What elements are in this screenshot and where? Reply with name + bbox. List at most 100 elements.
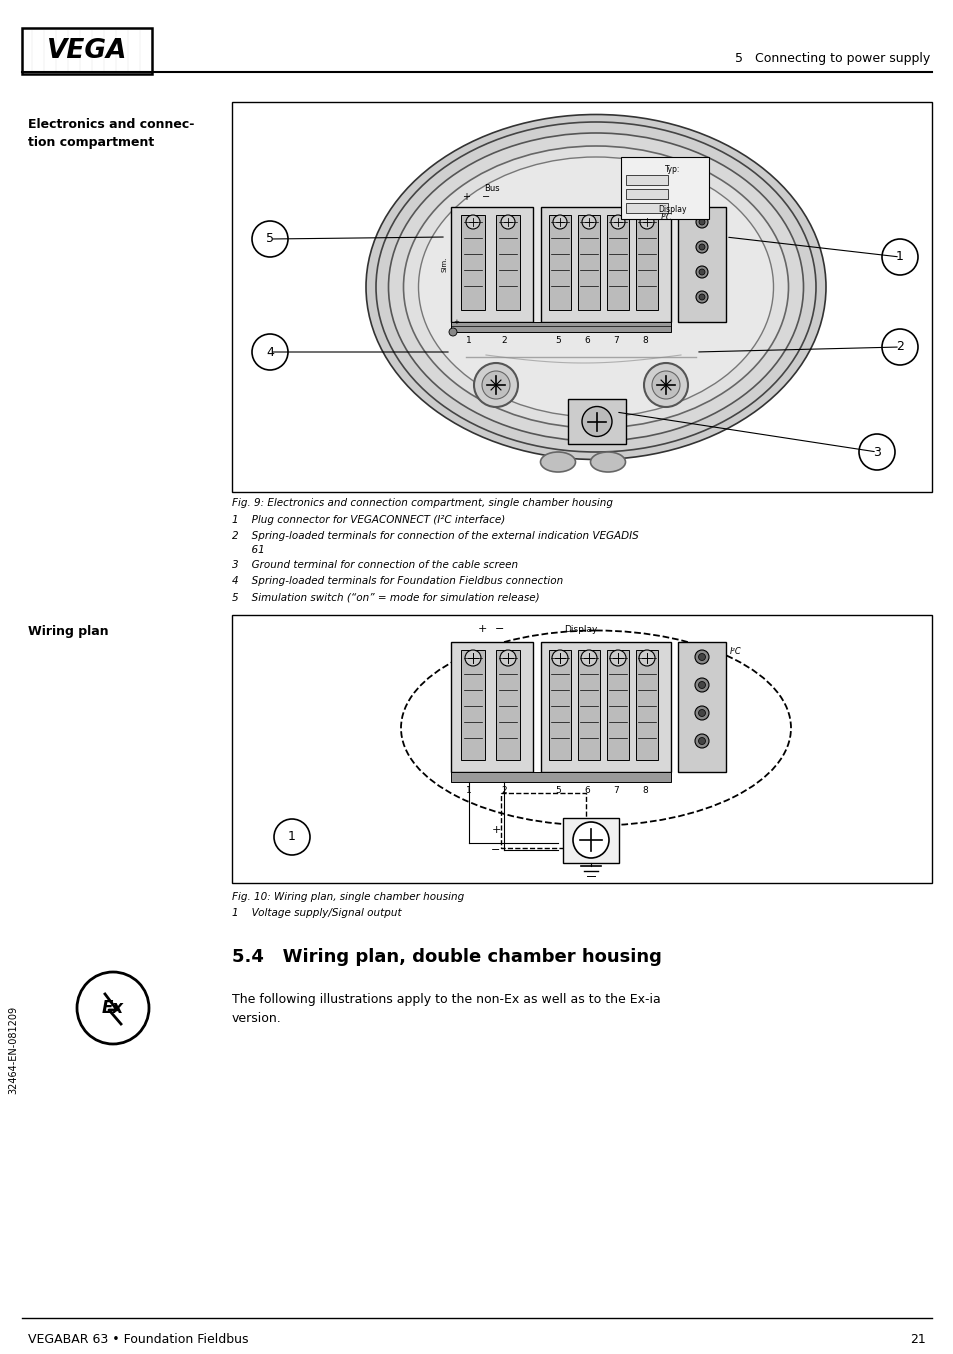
Circle shape <box>696 241 707 253</box>
Bar <box>606 215 628 310</box>
Circle shape <box>481 371 510 399</box>
Ellipse shape <box>590 452 625 473</box>
Bar <box>567 399 625 444</box>
Text: 5: 5 <box>555 336 560 345</box>
Bar <box>451 207 533 322</box>
Ellipse shape <box>403 146 788 428</box>
Text: Ex: Ex <box>102 999 124 1017</box>
Text: version.: version. <box>232 1011 281 1025</box>
Text: 5.4   Wiring plan, double chamber housing: 5.4 Wiring plan, double chamber housing <box>232 948 661 965</box>
Text: 61: 61 <box>232 546 265 555</box>
Circle shape <box>580 650 597 666</box>
Bar <box>678 207 725 322</box>
Text: I²C: I²C <box>729 647 741 655</box>
Text: tion compartment: tion compartment <box>28 135 154 149</box>
Text: 2: 2 <box>500 787 506 795</box>
Circle shape <box>882 329 917 366</box>
Bar <box>625 190 667 199</box>
Circle shape <box>643 363 687 408</box>
Text: 32464-EN-081209: 32464-EN-081209 <box>8 1006 18 1094</box>
Circle shape <box>882 240 917 275</box>
Bar <box>606 650 628 760</box>
Bar <box>548 650 571 760</box>
Text: −: − <box>491 845 500 854</box>
Text: 2: 2 <box>500 336 506 345</box>
Text: 1: 1 <box>466 336 472 345</box>
Text: 6: 6 <box>583 787 589 795</box>
Circle shape <box>639 215 654 229</box>
Bar <box>540 207 670 322</box>
Text: 1: 1 <box>895 250 903 264</box>
Circle shape <box>699 294 704 301</box>
Text: Typ:: Typ: <box>664 165 680 175</box>
Text: 1: 1 <box>466 787 472 795</box>
Circle shape <box>698 681 705 688</box>
Text: Display: Display <box>564 626 598 634</box>
FancyBboxPatch shape <box>22 28 152 74</box>
Text: 8: 8 <box>641 787 647 795</box>
Bar <box>578 215 599 310</box>
Bar <box>562 818 618 862</box>
Text: 21: 21 <box>909 1332 925 1346</box>
Text: 1    Voltage supply/Signal output: 1 Voltage supply/Signal output <box>232 909 401 918</box>
Text: −: − <box>495 624 504 634</box>
Text: Sim.: Sim. <box>441 257 448 272</box>
Text: 3    Ground terminal for connection of the cable screen: 3 Ground terminal for connection of the … <box>232 561 517 570</box>
Bar <box>636 215 658 310</box>
Bar <box>500 793 585 848</box>
Text: 7: 7 <box>613 336 618 345</box>
Circle shape <box>698 738 705 745</box>
Bar <box>625 203 667 213</box>
Circle shape <box>639 650 655 666</box>
Bar <box>620 157 708 219</box>
Circle shape <box>581 215 596 229</box>
Ellipse shape <box>366 115 825 459</box>
Text: I²C: I²C <box>660 213 672 222</box>
Circle shape <box>500 215 515 229</box>
Circle shape <box>464 650 480 666</box>
Text: 4: 4 <box>266 345 274 359</box>
Bar <box>232 102 931 492</box>
Bar <box>496 650 519 760</box>
Text: 5: 5 <box>266 233 274 245</box>
Bar <box>636 650 658 760</box>
Circle shape <box>695 650 708 663</box>
Bar <box>460 215 484 310</box>
Circle shape <box>695 678 708 692</box>
Circle shape <box>696 217 707 227</box>
Circle shape <box>465 215 479 229</box>
Bar <box>540 642 670 772</box>
Text: Fig. 10: Wiring plan, single chamber housing: Fig. 10: Wiring plan, single chamber hou… <box>232 892 464 902</box>
Text: 2: 2 <box>895 340 903 353</box>
Text: Electronics and connec-: Electronics and connec- <box>28 118 194 131</box>
Circle shape <box>858 435 894 470</box>
Circle shape <box>474 363 517 408</box>
Bar <box>678 642 725 772</box>
Ellipse shape <box>388 133 802 441</box>
Text: 1: 1 <box>288 830 295 844</box>
Text: 3: 3 <box>872 445 880 459</box>
Circle shape <box>252 221 288 257</box>
Text: VEGABAR 63 • Foundation Fieldbus: VEGABAR 63 • Foundation Fieldbus <box>28 1332 248 1346</box>
Text: Display: Display <box>659 204 686 214</box>
Bar <box>232 615 931 883</box>
Circle shape <box>573 822 608 858</box>
Circle shape <box>696 265 707 278</box>
Text: 5: 5 <box>555 787 560 795</box>
Ellipse shape <box>418 157 773 417</box>
Circle shape <box>699 269 704 275</box>
Text: +: + <box>453 320 458 325</box>
Text: Fig. 9: Electronics and connection compartment, single chamber housing: Fig. 9: Electronics and connection compa… <box>232 498 613 508</box>
Circle shape <box>698 709 705 716</box>
Circle shape <box>553 215 566 229</box>
Bar <box>451 772 670 783</box>
Text: +: + <box>476 624 486 634</box>
Circle shape <box>252 334 288 370</box>
Text: 7: 7 <box>613 787 618 795</box>
Circle shape <box>695 705 708 720</box>
Circle shape <box>699 219 704 225</box>
Bar <box>548 215 571 310</box>
Text: 6: 6 <box>583 336 589 345</box>
Text: −: − <box>481 192 490 202</box>
Circle shape <box>274 819 310 854</box>
